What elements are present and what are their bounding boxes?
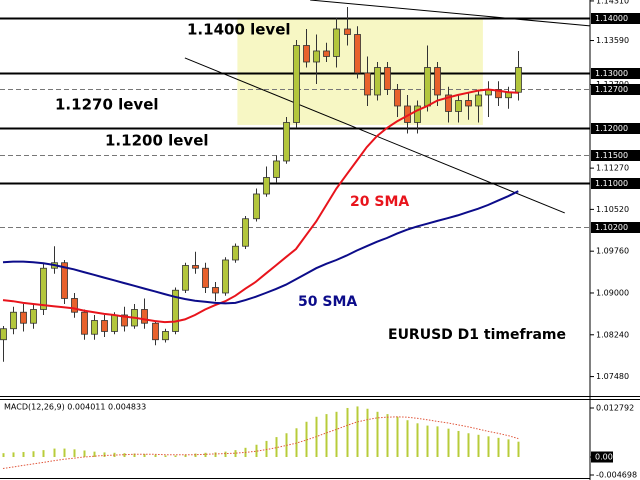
candle-body [0,328,7,341]
y-tick-label: -0.004698 [596,471,637,480]
candle-body [475,94,482,107]
candle-body [242,218,249,247]
level-label: 1.14000 [595,14,628,23]
level-label-box [591,84,640,95]
candle-body [303,45,310,63]
y-tick-label: 1.09000 [596,288,629,297]
price-panel: 1.143101.135901.127901.112701.105201.097… [0,0,640,381]
candle-body [253,193,260,220]
candle-body [182,265,189,291]
candle-body [71,298,78,313]
sma-line [2,190,519,305]
candle-body [10,311,17,330]
level-label: 1.12000 [595,124,628,133]
level-label: 1.10200 [595,223,628,232]
candle-body [202,267,209,288]
candle-body [30,309,37,324]
candle-body [445,94,452,112]
y-tick-label: 1.07480 [596,372,629,381]
candle-body [212,287,219,294]
candle-body [455,100,462,112]
candle-body [414,105,421,123]
candle-body [111,314,118,332]
sma-line [2,88,519,324]
candle-body [141,309,148,324]
candle-body [394,89,401,107]
y-tick-label: 1.11270 [596,164,629,173]
candle-body [81,311,88,335]
y-tick-label: 0.012792 [596,403,634,412]
annotation: EURUSD D1 timeframe [388,327,566,343]
level-label-box [591,451,613,463]
candle-body [293,45,300,123]
candle-body [263,177,270,195]
candle-body [495,89,502,99]
candle-body [172,289,179,332]
candle-body [121,314,128,327]
y-tick-label: 1.13590 [596,36,629,45]
candle-body [333,28,340,57]
annotation: 1.1400 level [187,21,291,39]
series-label: 20 SMA [350,194,409,210]
y-tick-label: 1.09760 [596,247,629,256]
candle-body [232,245,239,261]
candle-body [273,160,280,178]
candle-body [424,67,431,107]
candle-body [374,67,381,96]
candle-body [354,34,361,74]
candle-body [313,50,320,63]
candle-body [20,311,27,324]
level-label-box [591,150,640,161]
panel-title: MACD(12,26,9) 0.004011 0.004833 [4,403,146,412]
level-label-box [591,178,640,189]
candle-body [283,122,290,162]
candle-body [434,67,441,96]
macd-panel: 0.012792 -0.004698 0.00 MACD(12,26,9) 0.004… [2,403,637,480]
series-label: 50 SMA [298,294,357,310]
candle-body [61,262,68,299]
level-label-box [591,123,640,134]
annotation: 1.1200 level [105,132,209,150]
signal-line [2,416,519,469]
candle-body [465,100,472,107]
level-label-box [591,68,640,79]
y-tick-label: 1.08240 [596,330,629,339]
candle-body [152,322,159,341]
candle-body [222,259,229,294]
level-label: 1.12700 [595,85,628,94]
candle-body [515,67,522,93]
candle-body [162,331,169,341]
candle-body [384,67,391,90]
trend-line [184,57,565,214]
level-label: 1.13000 [595,69,628,78]
candle-body [101,320,108,332]
level-label: 1.11000 [595,179,628,188]
level-label: 1.11500 [595,151,628,160]
level-label: 0.00 [595,453,613,462]
annotation: 1.1270 level [55,96,159,114]
candle-body [91,320,98,335]
level-label-box [591,222,640,233]
y-tick-label: 1.14310 [596,0,629,5]
level-label-box [591,13,640,24]
candle-body [344,28,351,35]
trend-line [310,0,591,27]
candle-body [323,50,330,57]
candle-body [40,267,47,310]
y-tick-label: 1.10520 [596,205,629,214]
candle-body [364,72,371,96]
candle-body [192,265,199,269]
